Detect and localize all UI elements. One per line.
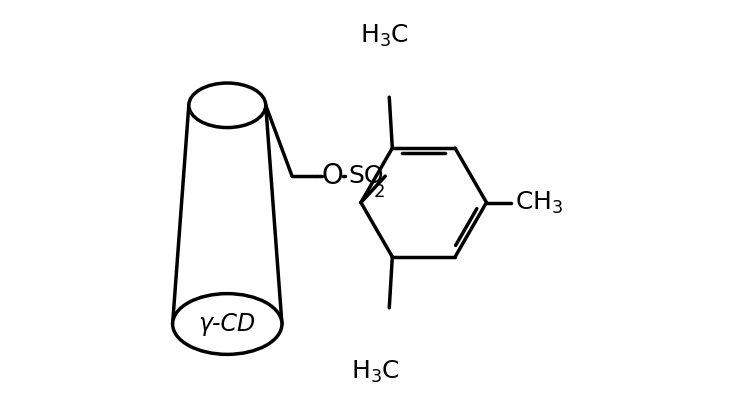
Ellipse shape [172, 294, 282, 354]
Text: $\mathregular{H_3C}$: $\mathregular{H_3C}$ [360, 22, 409, 49]
Text: 2: 2 [374, 183, 385, 200]
Text: γ-CD: γ-CD [199, 312, 256, 336]
Text: O: O [321, 162, 344, 190]
Text: SO: SO [349, 164, 385, 188]
Text: $\mathregular{H_3C}$: $\mathregular{H_3C}$ [352, 358, 400, 385]
Ellipse shape [189, 83, 266, 128]
Text: $\mathregular{CH_3}$: $\mathregular{CH_3}$ [515, 190, 563, 215]
